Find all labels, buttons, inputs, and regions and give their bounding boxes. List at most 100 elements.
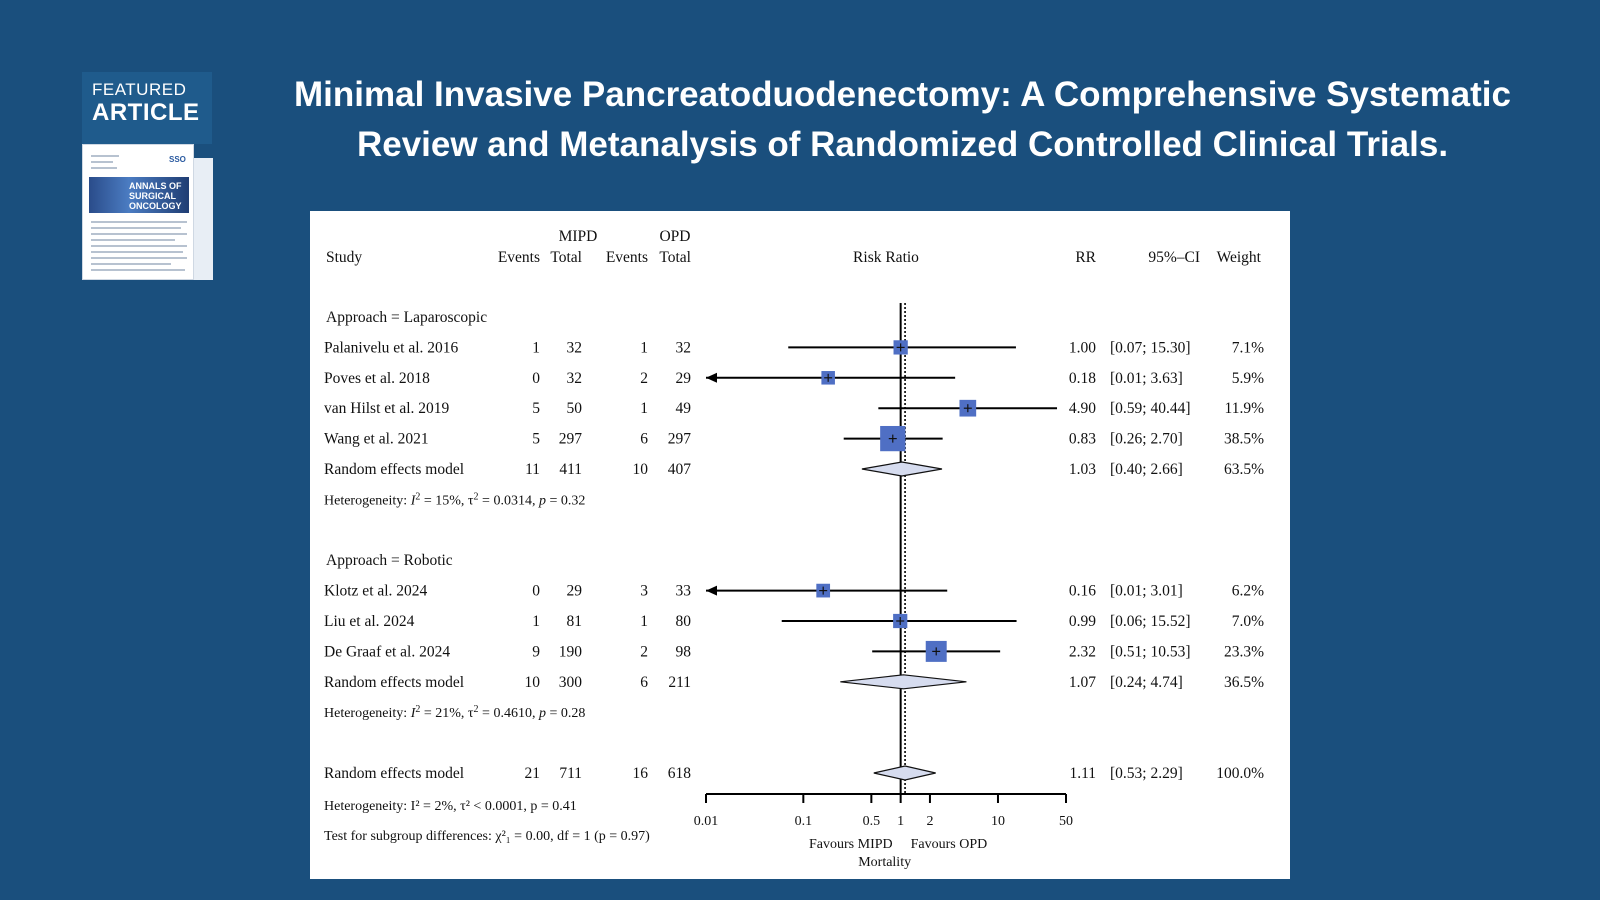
featured-article-badge: FEATURED ARTICLE SSO ANNALS OF SURGICAL … <box>82 72 213 280</box>
subgroup-0-model-mipd-total: 411 <box>559 461 582 478</box>
journal-cover-image: SSO ANNALS OF SURGICAL ONCOLOGY <box>82 144 194 280</box>
header-risk-ratio: Risk Ratio <box>853 249 919 266</box>
study-1-0-rr: 0.16 <box>1069 583 1096 600</box>
subgroup-1-model-opd-events: 6 <box>640 674 648 691</box>
overall-model-ci: [0.53; 2.29] <box>1110 765 1183 782</box>
study-1-1-name: Liu et al. 2024 <box>324 613 415 630</box>
study-0-1-ci: [0.01; 3.63] <box>1110 370 1183 387</box>
subgroup-header-1: Approach = Robotic <box>326 552 453 569</box>
study-1-2-opd-total: 98 <box>676 643 692 660</box>
study-1-2-weight: 23.3% <box>1224 643 1264 660</box>
x-tick-label-6: 50 <box>1059 814 1073 829</box>
study-0-3-ci: [0.26; 2.70] <box>1110 431 1183 448</box>
subgroup-1-model-name: Random effects model <box>324 674 464 691</box>
subgroup-1-model-diamond <box>840 674 967 690</box>
subgroup-0-model-opd-total: 407 <box>668 461 692 478</box>
page-title: Minimal Invasive Pancreatoduodenectomy: … <box>290 70 1515 170</box>
study-0-1-name: Poves et al. 2018 <box>324 370 430 387</box>
study-0-2-ci: [0.59; 40.44] <box>1110 400 1191 417</box>
overall-model-opd-total: 618 <box>668 765 692 782</box>
study-0-3-opd-total: 297 <box>668 431 692 448</box>
study-0-3-mipd-events: 5 <box>532 431 540 448</box>
header-mipd-total: Total <box>550 249 582 266</box>
header-ci: 95%–CI <box>1148 249 1200 266</box>
study-0-0-ci: [0.07; 15.30] <box>1110 339 1191 356</box>
study-1-0-weight: 6.2% <box>1232 583 1264 600</box>
x-label-favours-mipd: Favours MIPD <box>809 837 893 852</box>
badge-article-label: ARTICLE <box>92 99 200 126</box>
overall-model-mipd-events: 21 <box>525 765 541 782</box>
overall-model-opd-events: 16 <box>633 765 649 782</box>
study-0-1-ci-arrow <box>706 372 717 383</box>
page-title-line-2: Review and Metanalysis of Randomized Con… <box>356 125 1449 164</box>
study-0-2-rr: 4.90 <box>1069 400 1096 417</box>
x-tick-label-4: 2 <box>926 814 933 829</box>
subgroup-0-model-mipd-events: 11 <box>525 461 540 478</box>
x-tick-label-1: 0.1 <box>795 814 813 829</box>
study-1-0-opd-total: 33 <box>676 583 692 600</box>
overall-model-mipd-total: 711 <box>559 765 582 782</box>
x-tick-label-0: 0.01 <box>694 814 719 829</box>
study-1-0-opd-events: 3 <box>640 583 648 600</box>
study-0-0-weight: 7.1% <box>1232 339 1264 356</box>
study-0-0-opd-events: 1 <box>640 339 648 356</box>
cover-artwork <box>89 177 189 213</box>
study-1-1-weight: 7.0% <box>1232 613 1264 630</box>
subgroup-1-model-mipd-total: 300 <box>559 674 583 691</box>
subgroup-1-model-ci: [0.24; 4.74] <box>1110 674 1183 691</box>
study-0-2-opd-events: 1 <box>640 400 648 417</box>
overall-heterogeneity: Heterogeneity: I² = 2%, τ² < 0.0001, p =… <box>324 799 577 814</box>
x-label-favours-opd: Favours OPD <box>911 837 988 852</box>
study-1-2-rr: 2.32 <box>1069 643 1096 660</box>
study-1-2-name: De Graaf et al. 2024 <box>324 643 450 660</box>
study-1-1-rr: 0.99 <box>1069 613 1096 630</box>
subgroup-1-model-mipd-events: 10 <box>525 674 541 691</box>
cover-society-logo: SSO <box>169 155 186 164</box>
study-0-1-weight: 5.9% <box>1232 370 1264 387</box>
study-0-2-weight: 11.9% <box>1225 400 1265 417</box>
subgroup-1-heterogeneity: Heterogeneity: I2 = 21%, τ2 = 0.4610, p … <box>324 704 585 722</box>
study-1-2-mipd-total: 190 <box>559 643 583 660</box>
header-mipd-events: Events <box>498 249 540 266</box>
page-title-line-1: Minimal Invasive Pancreatoduodenectomy: … <box>294 75 1511 114</box>
study-0-1-opd-events: 2 <box>640 370 648 387</box>
study-0-1-opd-total: 29 <box>676 370 692 387</box>
overall-model-rr: 1.11 <box>1069 765 1096 782</box>
study-1-2-opd-events: 2 <box>640 643 648 660</box>
study-1-1-mipd-events: 1 <box>532 613 540 630</box>
study-1-1-opd-events: 1 <box>640 613 648 630</box>
subgroup-0-model-opd-events: 10 <box>633 461 649 478</box>
header-rr: RR <box>1075 249 1096 266</box>
subgroup-1-model-rr: 1.07 <box>1069 674 1096 691</box>
header-weight: Weight <box>1217 249 1262 266</box>
overall-model-diamond <box>873 765 936 781</box>
study-0-2-opd-total: 49 <box>676 400 692 417</box>
subgroup-header-0: Approach = Laparoscopic <box>326 309 487 326</box>
overall-model-weight: 100.0% <box>1216 765 1264 782</box>
study-0-0-name: Palanivelu et al. 2016 <box>324 339 459 356</box>
study-0-2-mipd-total: 50 <box>567 400 583 417</box>
study-0-3-rr: 0.83 <box>1069 431 1096 448</box>
cover-journal-name: ANNALS OF SURGICAL ONCOLOGY <box>129 181 182 211</box>
study-0-1-mipd-total: 32 <box>567 370 583 387</box>
forest-plot-panel: MIPD OPD Study Events Total Events Total Risk R… <box>310 211 1290 879</box>
study-1-2-ci: [0.51; 10.53] <box>1110 643 1191 660</box>
badge-featured-label: FEATURED <box>92 80 187 99</box>
header-opd-events: Events <box>606 249 648 266</box>
subgroup-0-model-ci: [0.40; 2.66] <box>1110 461 1183 478</box>
study-0-3-mipd-total: 297 <box>559 431 583 448</box>
badge-header: FEATURED ARTICLE <box>82 72 212 144</box>
x-axis-title: Mortality <box>858 855 911 870</box>
study-0-0-mipd-total: 32 <box>567 339 583 356</box>
study-1-1-ci: [0.06; 15.52] <box>1110 613 1191 630</box>
x-tick-label-5: 10 <box>991 814 1005 829</box>
header-opd-total: Total <box>659 249 691 266</box>
study-1-1-opd-total: 80 <box>676 613 692 630</box>
study-0-3-name: Wang et al. 2021 <box>324 431 429 448</box>
study-1-2-mipd-events: 9 <box>532 643 540 660</box>
subgroup-1-model-opd-total: 211 <box>668 674 691 691</box>
study-0-0-mipd-events: 1 <box>532 339 540 356</box>
subgroup-0-model-name: Random effects model <box>324 461 464 478</box>
header-opd: OPD <box>659 228 690 245</box>
study-0-0-rr: 1.00 <box>1069 339 1096 356</box>
